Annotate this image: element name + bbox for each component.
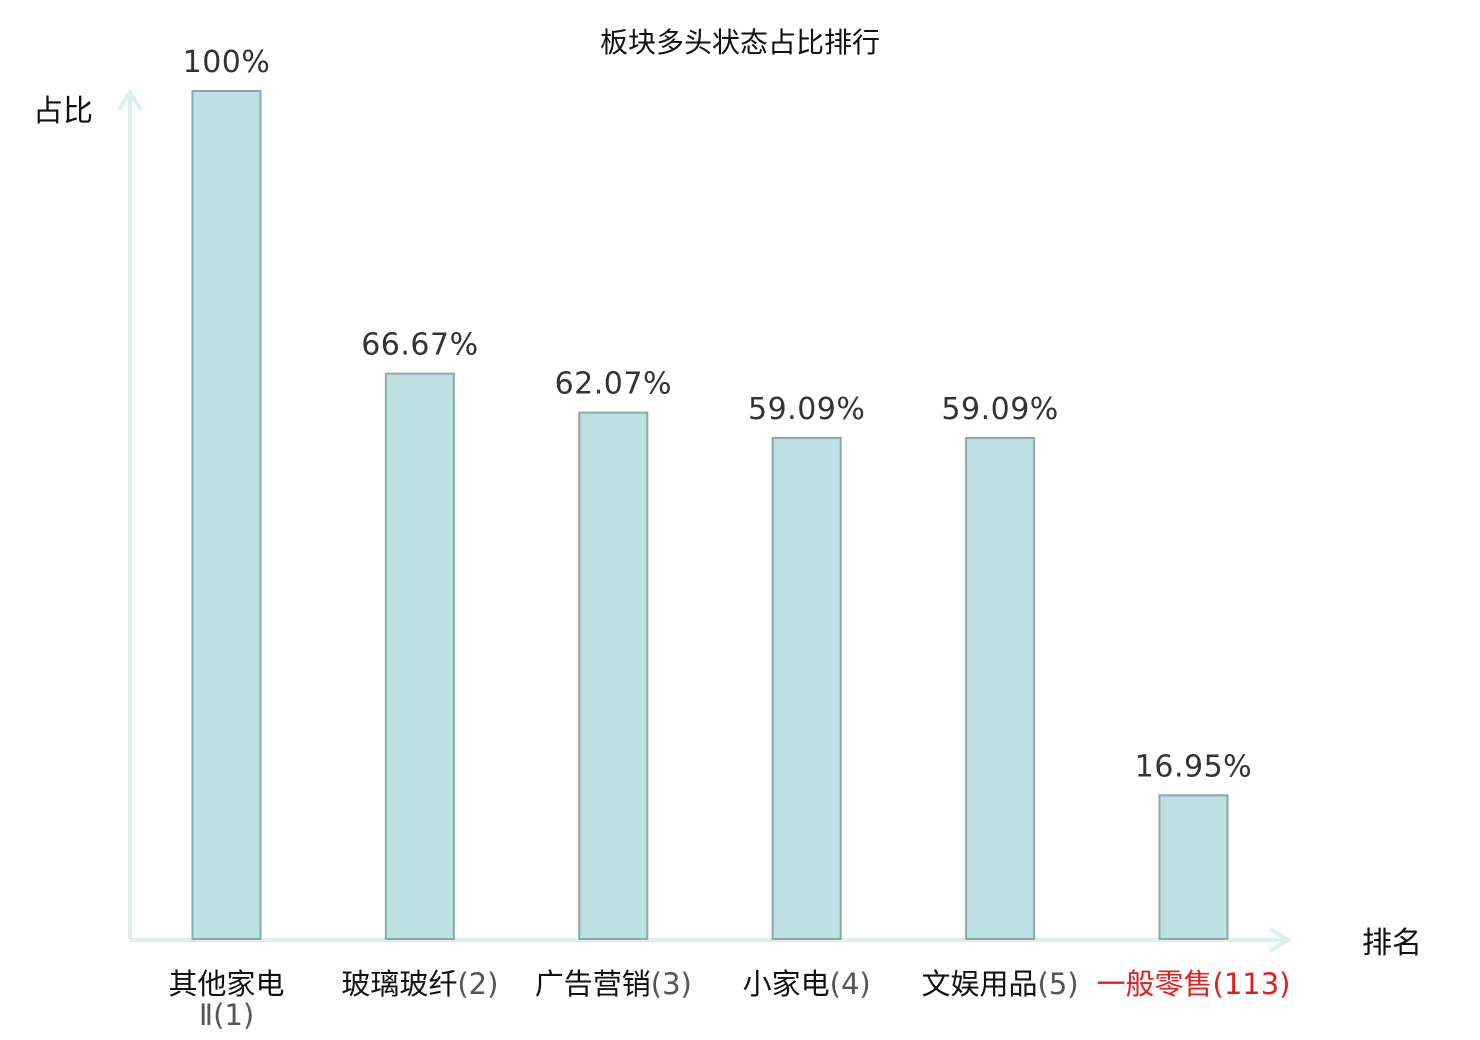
value-labels-group: 100% 66.67% 62.07% 59.09% 59.09% 16.95% xyxy=(183,45,1252,784)
x-axis-label: 排名 xyxy=(1362,926,1422,961)
bar-value-label: 66.67% xyxy=(361,328,478,363)
category-labels-group: 其他家电 Ⅱ(1) 玻璃玻纤(2) 广告营销(3) 小家电(4) 文娱用品(5) 一般零售(… xyxy=(168,967,1290,1032)
bars-group xyxy=(191,90,1229,940)
y-axis-label: 占比 xyxy=(33,94,93,129)
category-label: 一般零售(113) xyxy=(1097,967,1291,1001)
category-label: 广告营销(3) xyxy=(535,967,692,1001)
bar xyxy=(1158,794,1229,940)
bar xyxy=(578,411,649,940)
chart-title: 板块多头状态占比排行 xyxy=(600,26,880,59)
category-label: 其他家电 Ⅱ(1) xyxy=(168,967,284,1032)
bar xyxy=(771,436,842,940)
bar-value-label: 16.95% xyxy=(1135,749,1252,784)
bar xyxy=(191,90,262,940)
category-label: 小家电(4) xyxy=(743,967,871,1001)
category-label: 文娱用品(5) xyxy=(922,967,1079,1001)
bar-value-label: 62.07% xyxy=(555,367,672,402)
bar xyxy=(965,436,1036,940)
x-axis xyxy=(130,927,1292,953)
bar xyxy=(384,372,455,940)
bar-value-label: 59.09% xyxy=(748,392,865,427)
y-axis xyxy=(117,88,143,940)
bar-value-label: 59.09% xyxy=(941,392,1058,427)
category-label: 玻璃玻纤(2) xyxy=(341,967,498,1001)
bar-value-label: 100% xyxy=(183,45,271,80)
